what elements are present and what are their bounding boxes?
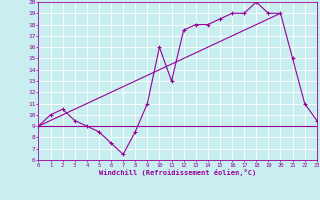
X-axis label: Windchill (Refroidissement éolien,°C): Windchill (Refroidissement éolien,°C) (99, 169, 256, 176)
